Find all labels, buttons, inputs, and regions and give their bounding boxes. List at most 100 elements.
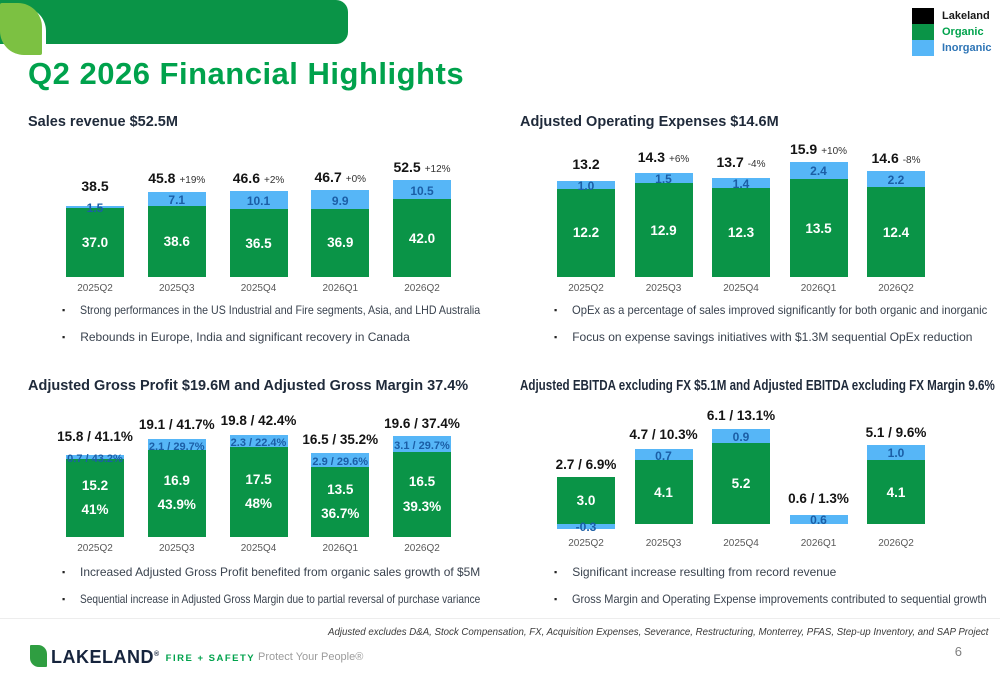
bar-2025Q2: 37.0 1.5 38.5 xyxy=(66,177,124,277)
inorganic-label: 1.5 xyxy=(655,172,672,187)
bullet-icon: ▪ xyxy=(62,305,66,315)
bar-2026Q1: 36.9 9.9 46.7 +0% xyxy=(311,169,370,277)
sales-revenue-panel: Sales revenue $52.5M 37.0 1.5 38.5 38.6 7.1 4… xyxy=(28,114,488,369)
inorganic-label: 10.5 xyxy=(410,183,434,198)
legend-label: Organic xyxy=(942,26,984,38)
total-value: 52.5 xyxy=(393,158,421,175)
bar-2026Q2: 42.0 10.5 52.5 +12% xyxy=(393,159,451,277)
footnote-text: Adjusted excludes D&A, Stock Compensatio… xyxy=(328,626,989,638)
category-label: 2025Q3 xyxy=(645,283,682,294)
total-label: 16.5 / 35.2% xyxy=(302,432,378,447)
organic-segment: 16.5 39.3% xyxy=(393,452,451,537)
bar-2025Q2: 12.2 1.0 13.2 xyxy=(557,156,615,277)
organic-label-line: 16.5 xyxy=(408,474,436,490)
category-label: 2025Q4 xyxy=(240,283,277,294)
total-value: 46.6 xyxy=(232,169,260,186)
organic-segment: 12.2 xyxy=(557,188,615,277)
total-label: 4.7 / 10.3% xyxy=(629,427,697,442)
bar-2025Q4: 36.5 10.1 46.6 +2% xyxy=(229,170,288,277)
total-value: 19.8 / 42.4% xyxy=(220,412,297,428)
x-axis-labels: 2025Q2 2025Q3 2025Q4 2026Q1 2026Q2 xyxy=(557,283,925,294)
brand-text: LAKELAND xyxy=(51,647,154,667)
bullet-list: ▪ OpEx as a percentage of sales improved … xyxy=(554,303,995,357)
inorganic-label: 0.6 xyxy=(810,513,827,528)
lakeland-leaf-icon xyxy=(0,3,42,55)
total-label: 46.7 +0% xyxy=(314,169,366,185)
total-label: 13.7 -4% xyxy=(716,154,765,170)
total-value: 16.5 / 35.2% xyxy=(302,432,379,448)
legend-item-lakeland: Lakeland xyxy=(912,8,992,24)
bullet-text: Strong performances in the US Industrial… xyxy=(80,303,481,317)
pct-change-label: +6% xyxy=(668,154,690,166)
total-value: 13.7 xyxy=(716,153,744,170)
organic-segment: 12.3 xyxy=(712,187,770,277)
list-item: ▪ Focus on expense savings initiatives wi… xyxy=(554,330,995,345)
brand-name: LAKELAND® xyxy=(51,645,160,667)
x-axis-labels: 2025Q2 2025Q3 2025Q4 2026Q1 2026Q2 xyxy=(66,283,451,294)
bullet-list: ▪ Strong performances in the US Industria… xyxy=(62,303,488,357)
organic-label-line: 15.2 xyxy=(81,477,109,493)
legend-item-inorganic: Inorganic xyxy=(912,40,992,56)
category-label: 2026Q1 xyxy=(322,283,359,294)
lakeland-logo: LAKELAND® FIRE + SAFETY xyxy=(30,645,255,667)
inorganic-segment xyxy=(557,181,615,189)
lakeland-leaf-icon xyxy=(30,645,47,667)
inorganic-segment xyxy=(229,435,288,447)
organic-segment: 13.5 36.7% xyxy=(311,467,370,537)
plot-area: 37.0 1.5 38.5 38.6 7.1 45.8 +19% 36.5 10.1 46.6 +2… xyxy=(66,159,451,277)
bar-2025Q3: 12.9 1.5 14.3 +6% xyxy=(634,149,693,277)
total-label: 5.1 / 9.6% xyxy=(866,425,927,440)
inorganic-segment xyxy=(229,190,288,210)
plot-area: 15.2 41% 0.7 / 43.2% 15.8 / 41.1% 16.9 43.9% 2… xyxy=(57,413,460,537)
pct-change-label: +12% xyxy=(424,163,451,175)
inorganic-label: 1.5 xyxy=(86,201,104,216)
category-label: 2025Q4 xyxy=(240,543,277,554)
chart-title: Adjusted Operating Expenses $14.6M xyxy=(520,114,995,130)
organic-segment: 38.6 xyxy=(147,205,206,277)
total-value: 14.3 xyxy=(637,149,665,166)
total-label: 13.2 xyxy=(572,156,599,172)
total-label: 0.6 / 1.3% xyxy=(788,491,849,506)
inorganic-label: 3.1 / 29.7% xyxy=(394,440,450,453)
inorganic-label: 0.7 / 43.2% xyxy=(67,452,123,465)
organic-label-line: 43.9% xyxy=(157,497,196,513)
inorganic-segment xyxy=(393,179,451,200)
organic-segment: 42.0 xyxy=(393,199,451,277)
bar-2025Q2: 3.0 -0.3 2.7 / 6.9% xyxy=(556,426,617,534)
total-label: 14.3 +6% xyxy=(638,149,690,165)
organic-segment: 4.1 xyxy=(867,460,925,524)
page-title: Q2 2026 Financial Highlights xyxy=(28,56,465,91)
list-item: ▪ Gross Margin and Operating Expense impr… xyxy=(554,592,995,607)
total-value: 4.7 / 10.3% xyxy=(629,426,698,442)
inorganic-label: 0.9 xyxy=(732,430,750,445)
inorganic-label: 2.2 xyxy=(887,173,905,188)
list-item: ▪ OpEx as a percentage of sales improved … xyxy=(554,303,995,318)
bar-2025Q3: 16.9 43.9% 2.1 / 29.7% 19.1 / 41.7% xyxy=(139,417,215,537)
total-value: 0.6 / 1.3% xyxy=(788,491,849,507)
bullet-text: Sequential increase in Adjusted Gross Ma… xyxy=(80,592,481,606)
organic-segment: 3.0 xyxy=(557,477,615,524)
chart-title: Adjusted Gross Profit $19.6M and Adjuste… xyxy=(28,378,488,394)
inorganic-segment xyxy=(66,205,124,209)
inorganic-label: 2.4 xyxy=(810,164,827,179)
total-value: 15.8 / 41.1% xyxy=(57,428,133,444)
category-label: 2026Q1 xyxy=(800,538,837,549)
category-label: 2026Q2 xyxy=(878,283,914,294)
category-label: 2025Q3 xyxy=(158,283,195,294)
plot-area: 3.0 -0.3 2.7 / 6.9% 4.1 0.7 4.7 / 10.3% 5.2 0.9… xyxy=(556,408,927,534)
inorganic-segment xyxy=(712,429,770,444)
bullet-icon: ▪ xyxy=(554,305,558,315)
organic-segment: 15.2 41% xyxy=(66,458,124,537)
inorganic-segment xyxy=(789,514,848,524)
inorganic-segment xyxy=(393,436,451,453)
category-label: 2026Q1 xyxy=(800,283,837,294)
total-value: 46.7 xyxy=(314,169,342,186)
category-label: 2025Q4 xyxy=(723,538,759,549)
bar-2025Q3: 38.6 7.1 45.8 +19% xyxy=(147,170,206,277)
category-label: 2026Q1 xyxy=(322,543,359,554)
bullet-icon: ▪ xyxy=(554,594,558,604)
brand-subtitle: FIRE + SAFETY xyxy=(165,653,256,664)
total-value: 19.6 / 37.4% xyxy=(384,416,460,432)
brand-tagline: Protect Your People® xyxy=(258,651,364,663)
inorganic-label: -0.3 xyxy=(575,520,597,535)
